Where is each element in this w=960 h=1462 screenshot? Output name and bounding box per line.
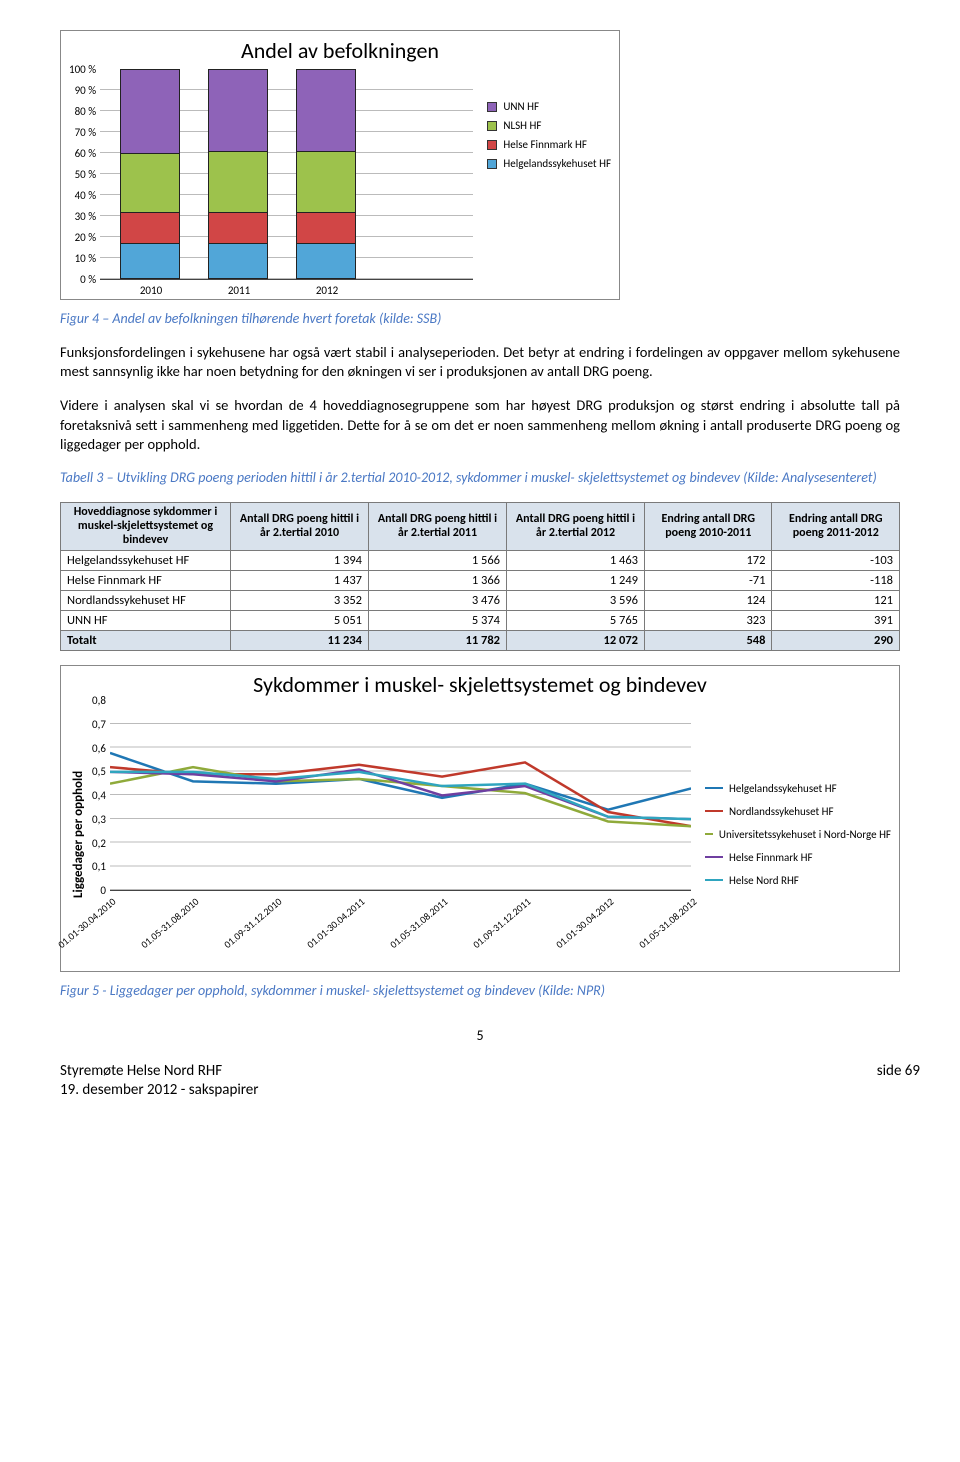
bar-segment [208,243,268,279]
table3-caption: Tabell 3 – Utvikling DRG poeng perioden … [60,469,900,488]
bar-segment [296,212,356,244]
chart2-title: Sykdommer i muskel- skjelettsystemet og … [69,672,891,697]
bar-segment [120,69,180,153]
footer-meeting-date: 19. desember 2012 - sakspapirer [60,1081,259,1101]
page-number: 5 [60,1027,900,1044]
chart1-y-axis: 0 %10 %20 %30 %40 %50 %60 %70 %80 %90 %1… [69,70,100,280]
chart1-legend: UNN HF NLSH HF Helse Finnmark HF Helgelands… [473,100,611,170]
bar-segment [120,212,180,244]
bar-segment [208,69,268,151]
stacked-bar [296,69,356,279]
table-row: Helgelandssykehuset HF1 3941 5661 463172… [61,550,900,570]
line-series [110,772,691,819]
stacked-bar [120,69,180,279]
legend-item: Helgelandssykehuset HF [705,782,891,795]
figure5-caption: Figur 5 - Liggedager per opphold, sykdom… [60,982,900,1001]
bar-segment [120,243,180,279]
footer-side-page: side 69 [877,1062,920,1101]
chart2-legend: Helgelandssykehuset HF Nordlandssykehuset… [691,782,891,887]
table-row: Nordlandssykehuset HF3 3523 4763 5961241… [61,590,900,610]
legend-item: Helgelandssykehuset HF [487,157,611,170]
paragraph-1: Funksjonsfordelingen i sykehusene har og… [60,343,900,382]
legend-item: Helse Finnmark HF [705,851,891,864]
legend-item: Helse Finnmark HF [487,138,611,151]
table-header-cell: Endring antall DRG poeng 2011-2012 [772,502,900,550]
footer-meeting-title: Styremøte Helse Nord RHF [60,1062,259,1082]
chart-population-share: Andel av befolkningen 0 %10 %20 %30 %40 … [60,30,620,300]
legend-item: Universitetssykehuset i Nord-Norge HF [705,828,891,841]
chart-liggedager: Sykdommer i muskel- skjelettsystemet og … [60,665,900,972]
table-total-row: Totalt11 23411 78212 072548290 [61,630,900,650]
table-header-cell: Antall DRG poeng hittil i år 2.tertial 2… [369,502,507,550]
legend-item: UNN HF [487,100,611,113]
legend-item: Helse Nord RHF [705,874,891,887]
table-header-row: Hoveddiagnose sykdommer i muskel-skjelet… [61,502,900,550]
bar-segment [120,153,180,212]
table-row: UNN HF5 0515 3745 765323391 [61,610,900,630]
table-row: Helse Finnmark HF1 4371 3661 249-71-118 [61,570,900,590]
chart1-plot-area [100,70,473,280]
table-header-cell: Hoveddiagnose sykdommer i muskel-skjelet… [61,502,231,550]
table-header-cell: Antall DRG poeng hittil i år 2.tertial 2… [231,502,369,550]
chart2-y-axis: 00,10,20,30,40,50,60,70,8 [88,701,110,891]
line-series [110,770,691,820]
stacked-bar [208,69,268,279]
line-series [110,767,691,826]
bar-segment [296,69,356,151]
figure4-caption: Figur 4 – Andel av befolkningen tilhøren… [60,310,900,329]
chart2-plot-area [110,701,691,891]
chart1-x-axis: 201020112012 [69,280,611,297]
bar-segment [296,151,356,212]
page-footer: Styremøte Helse Nord RHF 19. desember 20… [0,1054,960,1117]
chart1-title: Andel av befolkningen [69,37,611,64]
paragraph-2: Videre i analysen skal vi se hvordan de … [60,396,900,455]
legend-item: Nordlandssykehuset HF [705,805,891,818]
table-header-cell: Antall DRG poeng hittil i år 2.tertial 2… [507,502,645,550]
drg-table: Hoveddiagnose sykdommer i muskel-skjelet… [60,502,900,651]
table-header-cell: Endring antall DRG poeng 2010-2011 [645,502,772,550]
bar-segment [208,151,268,212]
bar-segment [296,243,356,279]
bar-segment [208,212,268,244]
legend-item: NLSH HF [487,119,611,132]
